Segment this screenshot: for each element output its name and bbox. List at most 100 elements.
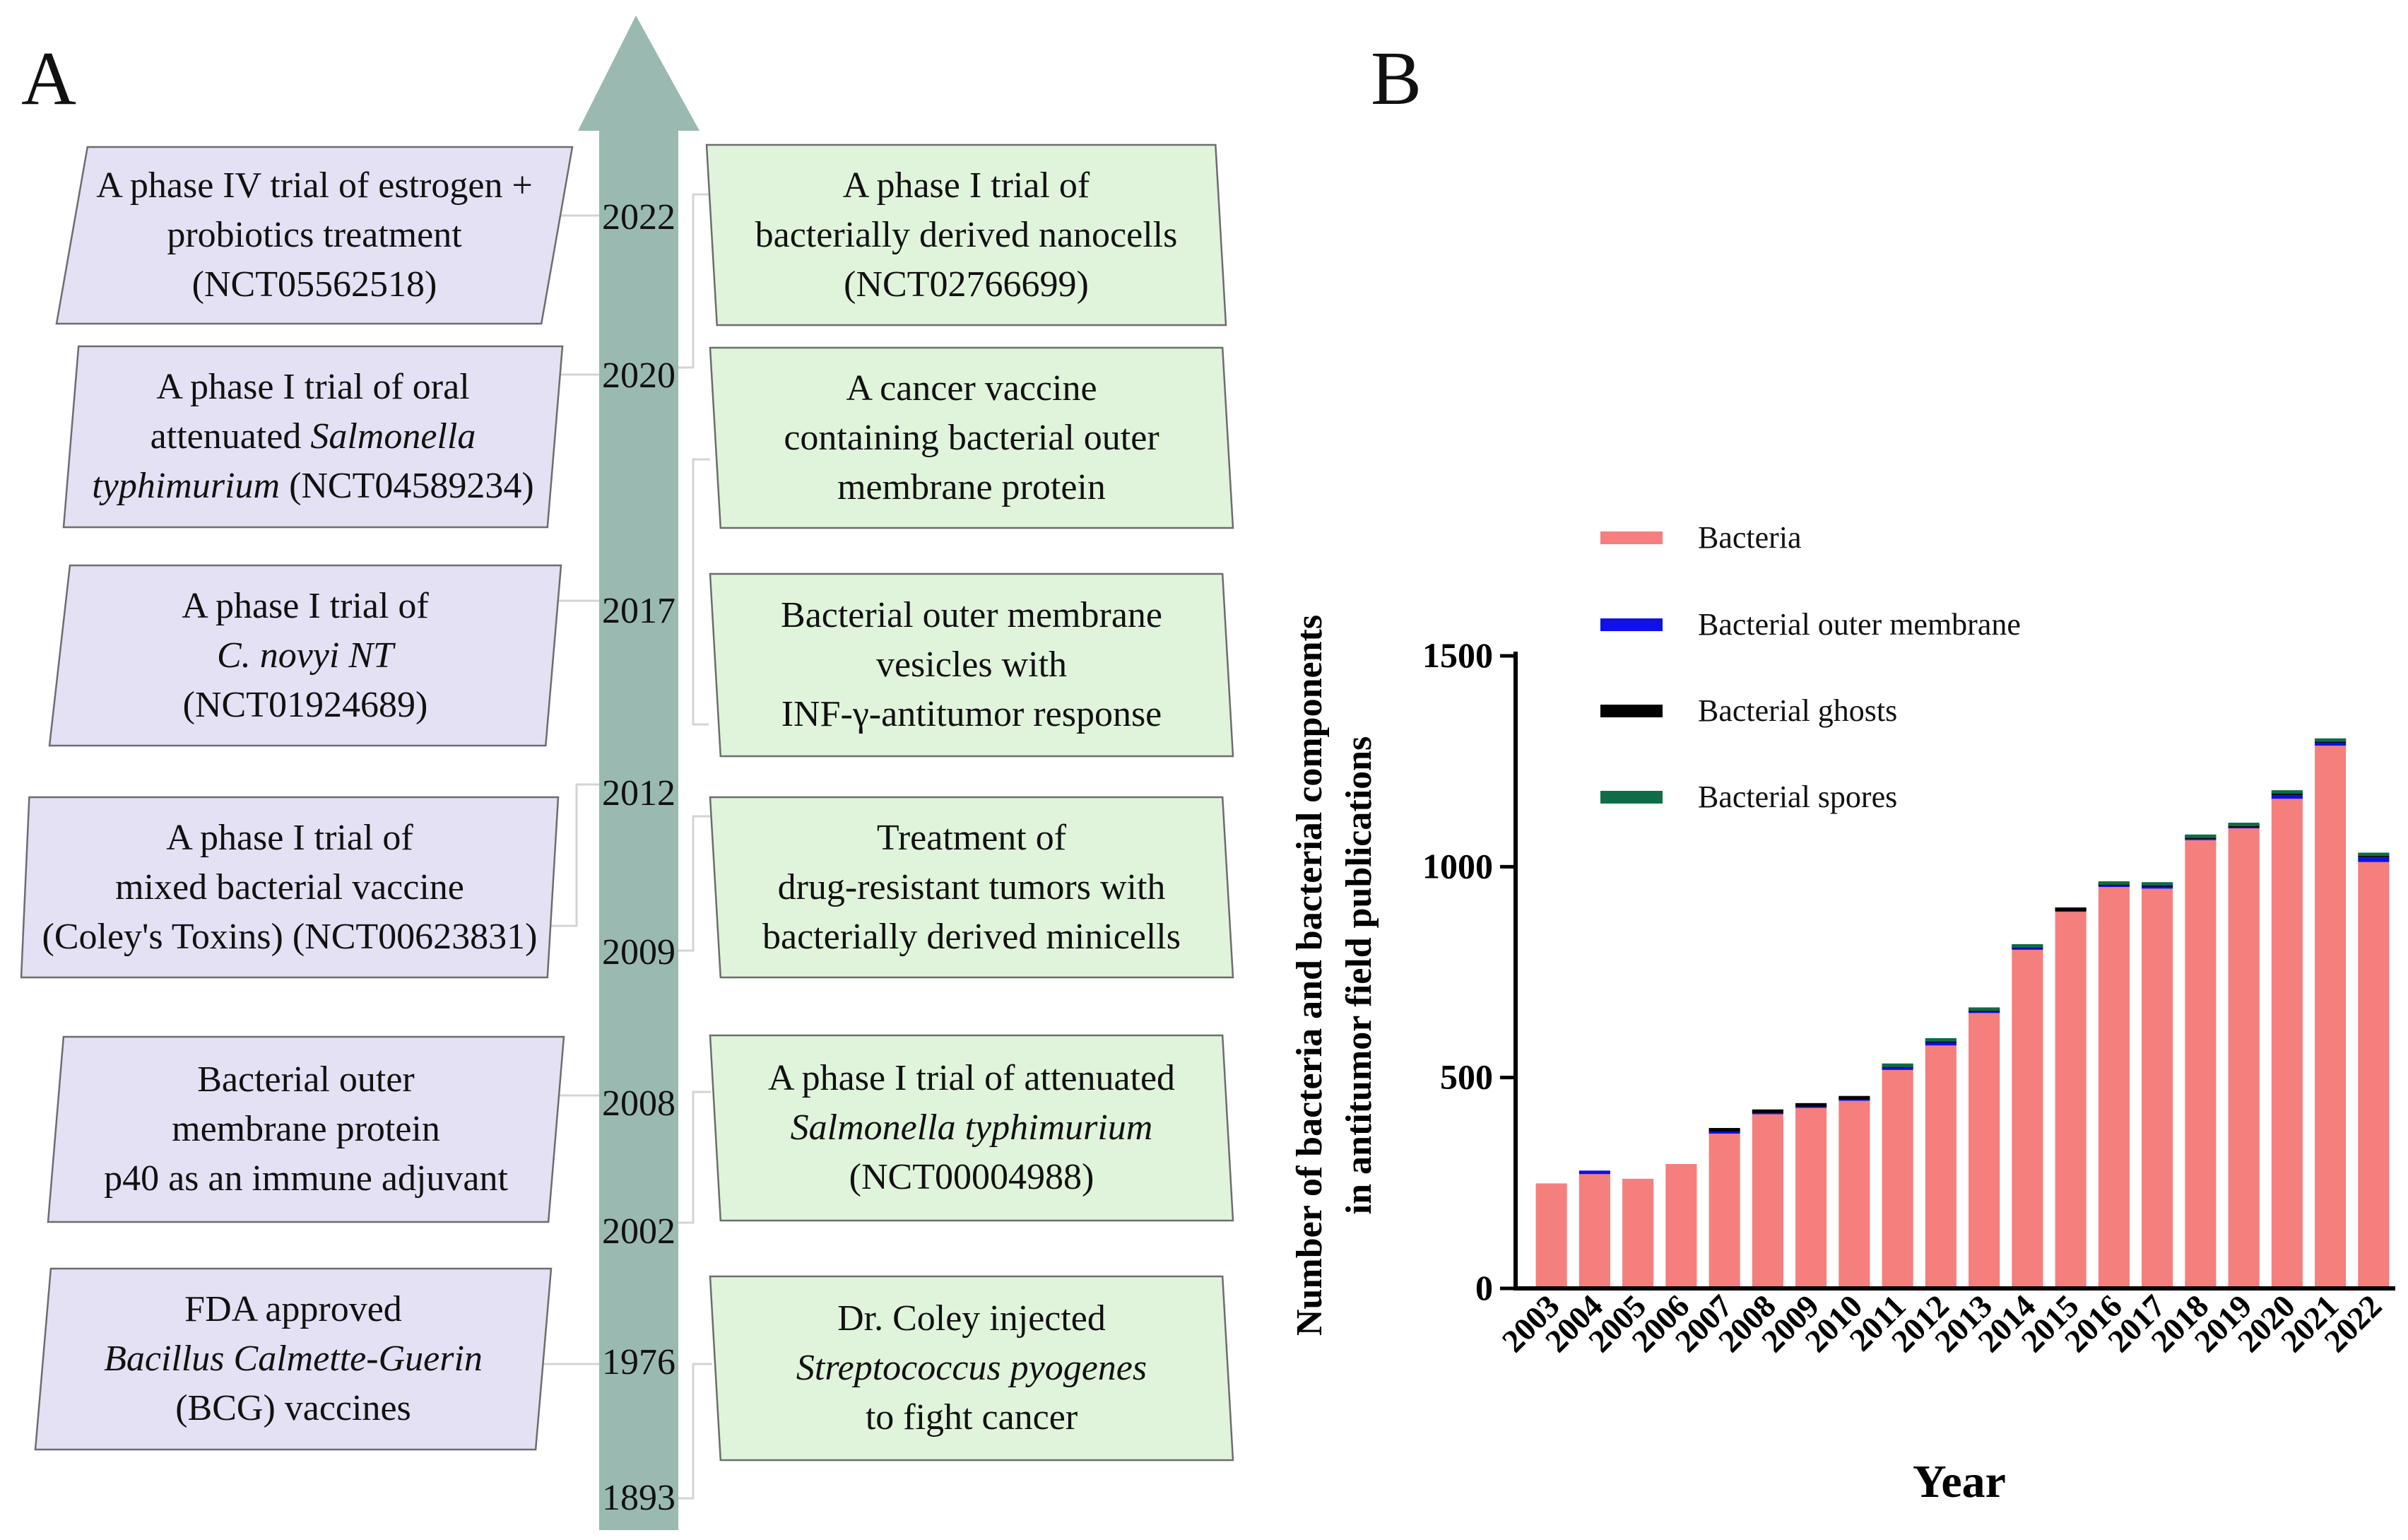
year-label: 2008 <box>602 1083 675 1124</box>
bar-bacteria <box>1969 1013 2000 1288</box>
year-label: 1976 <box>602 1342 675 1382</box>
bar-bacterial-spores <box>2142 882 2173 886</box>
bar-bacterial-ghosts <box>1795 1103 1827 1107</box>
bar-bacterial-spores <box>2098 881 2130 885</box>
text-run: A phase I trial of oral attenuated <box>150 367 470 457</box>
legend-item: Bacterial ghosts <box>1600 693 1897 729</box>
right-event-text: A cancer vaccine containing bacterial ou… <box>784 364 1159 512</box>
right-event-card: A phase I trial of attenuated Salmonella… <box>710 1035 1233 1221</box>
bar-bacterial-outer-membrane <box>2271 794 2303 799</box>
italic-text: Salmonella typhimurium <box>790 1107 1153 1148</box>
bar-bacterial-spores <box>1969 1007 2000 1011</box>
bar-bacteria <box>2098 886 2130 1288</box>
bar-bacterial-outer-membrane <box>1882 1066 1913 1070</box>
legend-swatch <box>1600 618 1663 631</box>
text-run: (BCG) vaccines <box>175 1388 411 1428</box>
bar-bacteria <box>2142 888 2173 1288</box>
right-event-card: A cancer vaccine containing bacterial ou… <box>710 348 1233 528</box>
bar-bacterial-spores <box>2358 852 2390 857</box>
text-run: (NCT01924689) <box>182 684 428 725</box>
italic-text: Bacillus Calmette-Guerin <box>104 1339 483 1379</box>
bar-bacteria <box>1752 1114 1783 1288</box>
bar-bacterial-outer-membrane <box>1708 1130 1740 1134</box>
y-tick-label: 500 <box>1440 1057 1493 1097</box>
timeline-arrow <box>578 16 700 1530</box>
bar-bacterial-ghosts <box>1708 1128 1740 1132</box>
left-event-card: A phase I trial of mixed bacterial vacci… <box>21 797 558 977</box>
right-event-text: A phase I trial of attenuated Salmonella… <box>768 1054 1175 1202</box>
y-axis-title: Number of bacteria and bacterial compone… <box>1289 615 1330 1336</box>
bar-bacterial-spores <box>2185 834 2217 838</box>
right-event-card: Treatment of drug-resistant tumors with … <box>710 797 1233 977</box>
right-event-card: Dr. Coley injected Streptococcus pyogene… <box>710 1276 1233 1460</box>
bar-bacteria <box>2055 912 2087 1288</box>
text-run: A phase I trial of bacterially derived n… <box>755 165 1178 305</box>
bar-bacterial-spores <box>1925 1038 1956 1042</box>
legend-label: Bacterial outer membrane <box>1698 607 2021 642</box>
text-run: Dr. Coley injected <box>837 1298 1106 1339</box>
text-run: A phase I trial of attenuated <box>767 1058 1176 1098</box>
year-label: 2020 <box>602 355 675 396</box>
x-axis-title: Year <box>1913 1456 2006 1507</box>
right-event-text: Treatment of drug-resistant tumors with … <box>762 813 1181 962</box>
bar-bacteria <box>2271 799 2303 1288</box>
bar-bacterial-outer-membrane <box>2315 742 2347 746</box>
bar-bacteria <box>1665 1163 1697 1288</box>
y-tick-label: 0 <box>1475 1268 1493 1307</box>
left-event-card: Bacterial outer membrane protein p40 as … <box>48 1037 564 1222</box>
bar-bacteria <box>1622 1178 1654 1288</box>
year-label: 2009 <box>602 932 675 972</box>
panel-a-label: A <box>21 37 76 121</box>
left-event-text: Bacterial outer membrane protein p40 as … <box>104 1055 508 1204</box>
year-label: 2017 <box>602 591 675 631</box>
year-label: 2022 <box>602 197 675 237</box>
text-run: FDA approved <box>184 1289 402 1329</box>
year-label: 2012 <box>602 773 675 813</box>
right-event-text: Dr. Coley injected Streptococcus pyogene… <box>796 1294 1147 1442</box>
text-run: A phase I trial of <box>182 585 429 626</box>
legend-item: Bacterial spores <box>1600 779 1897 815</box>
bar-bacteria <box>1708 1134 1740 1288</box>
bar-bacterial-spores <box>2012 944 2043 948</box>
bar-bacteria <box>1795 1107 1827 1288</box>
bar-bacterial-outer-membrane <box>1925 1042 1956 1046</box>
bar-bacterial-spores <box>2271 790 2303 794</box>
right-event-text: A phase I trial of bacterially derived n… <box>755 161 1178 310</box>
left-event-text: FDA approved Bacillus Calmette-Guerin (B… <box>104 1285 483 1433</box>
bar-bacterial-spores <box>2315 738 2347 742</box>
y-tick-label: 1000 <box>1422 846 1493 886</box>
bar-bacteria <box>2358 862 2390 1288</box>
text-run: Bacterial outer membrane vesicles with I… <box>781 595 1162 734</box>
text-run: (NCT04589234) <box>280 466 534 506</box>
bar-bacterial-ghosts <box>1839 1095 1870 1100</box>
left-event-text: A phase I trial of C. novyi NT (NCT01924… <box>182 582 428 730</box>
left-event-text: A phase I trial of mixed bacterial vacci… <box>42 813 538 962</box>
bar-bacteria <box>1839 1100 1870 1288</box>
left-event-text: A phase IV trial of estrogen + probiotic… <box>96 161 533 310</box>
y-axis-title: in antitumor field publications <box>1339 736 1379 1215</box>
bar-bacterial-outer-membrane <box>1578 1170 1610 1175</box>
bar-bacteria <box>2012 949 2043 1288</box>
text-run: A phase IV trial of estrogen + probiotic… <box>96 165 533 305</box>
italic-text: Streptococcus pyogenes <box>796 1348 1147 1388</box>
left-event-text: A phase I trial of oral attenuated Salmo… <box>92 363 533 511</box>
bar-bacteria <box>2228 828 2260 1288</box>
text-run: Bacterial outer membrane protein p40 as … <box>104 1059 508 1199</box>
bar-bacterial-ghosts <box>1752 1109 1783 1113</box>
left-event-card: A phase IV trial of estrogen + probiotic… <box>57 147 572 324</box>
y-tick-label: 1500 <box>1422 635 1493 675</box>
right-event-card: Bacterial outer membrane vesicles with I… <box>710 574 1233 756</box>
legend-swatch <box>1600 531 1663 544</box>
legend-item: Bacterial outer membrane <box>1600 606 2021 642</box>
italic-text: Salmonella typhimurium <box>92 416 476 506</box>
text-run: A cancer vaccine containing bacterial ou… <box>784 368 1159 507</box>
legend-swatch <box>1600 704 1663 717</box>
left-event-card: A phase I trial of oral attenuated Salmo… <box>64 346 562 527</box>
bar-bacterial-spores <box>2228 823 2260 827</box>
left-event-card: FDA approved Bacillus Calmette-Guerin (B… <box>35 1269 551 1450</box>
text-run: to fight cancer <box>865 1397 1078 1438</box>
text-run: Treatment of drug-resistant tumors with … <box>762 817 1181 957</box>
bar-bacteria <box>1925 1045 1956 1288</box>
